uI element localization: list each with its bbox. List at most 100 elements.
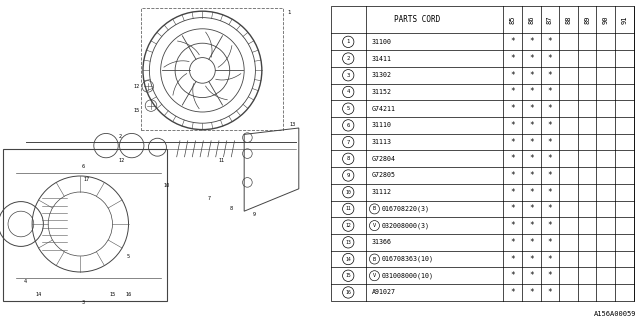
Text: 15: 15: [109, 292, 116, 297]
Text: *: *: [548, 204, 552, 213]
Text: 31112: 31112: [371, 189, 392, 195]
Text: *: *: [511, 87, 515, 96]
Text: *: *: [529, 54, 534, 63]
Text: *: *: [548, 288, 552, 297]
Text: 7: 7: [207, 196, 211, 201]
Text: *: *: [511, 188, 515, 197]
Text: 8: 8: [230, 205, 233, 211]
Text: B: B: [373, 206, 376, 212]
Text: G72805: G72805: [371, 172, 396, 179]
Text: *: *: [548, 154, 552, 163]
Text: 31366: 31366: [371, 239, 392, 245]
Text: PARTS CORD: PARTS CORD: [394, 15, 440, 24]
Text: 016708363(10): 016708363(10): [382, 256, 434, 262]
Text: 31411: 31411: [371, 56, 392, 61]
Text: 2: 2: [119, 134, 122, 139]
Text: G74211: G74211: [371, 106, 396, 112]
Text: *: *: [548, 188, 552, 197]
Text: 90: 90: [603, 16, 609, 24]
Text: *: *: [511, 138, 515, 147]
Text: 87: 87: [547, 16, 553, 24]
Text: 31113: 31113: [371, 139, 392, 145]
Text: 85: 85: [509, 16, 516, 24]
Text: 11: 11: [218, 157, 225, 163]
Text: *: *: [529, 271, 534, 280]
Text: *: *: [529, 204, 534, 213]
Text: *: *: [529, 71, 534, 80]
Text: 89: 89: [584, 16, 590, 24]
Text: G72804: G72804: [371, 156, 396, 162]
Text: *: *: [529, 37, 534, 46]
Text: *: *: [529, 171, 534, 180]
Text: 10: 10: [164, 183, 170, 188]
Text: 91: 91: [621, 16, 627, 24]
Text: 6: 6: [347, 123, 350, 128]
Text: 4: 4: [24, 279, 28, 284]
Text: *: *: [548, 138, 552, 147]
Text: 1: 1: [287, 10, 291, 15]
Text: *: *: [511, 171, 515, 180]
Text: *: *: [548, 254, 552, 264]
Text: 13: 13: [289, 122, 296, 127]
Text: 14: 14: [35, 292, 42, 297]
Text: 10: 10: [346, 190, 351, 195]
Text: 2: 2: [347, 56, 350, 61]
Text: V: V: [373, 223, 376, 228]
Text: A91027: A91027: [371, 290, 396, 295]
Text: 016708220(3): 016708220(3): [382, 206, 430, 212]
Text: *: *: [548, 271, 552, 280]
Text: V: V: [373, 273, 376, 278]
Text: 6: 6: [82, 164, 85, 169]
Text: A156A00059: A156A00059: [595, 311, 637, 317]
Text: *: *: [548, 54, 552, 63]
Text: *: *: [529, 104, 534, 113]
Text: 9: 9: [347, 173, 350, 178]
Text: *: *: [511, 254, 515, 264]
Text: 13: 13: [346, 240, 351, 245]
Text: 5: 5: [347, 106, 350, 111]
Text: 17: 17: [84, 177, 90, 182]
Text: *: *: [529, 87, 534, 96]
Text: 31302: 31302: [371, 72, 392, 78]
Text: 3: 3: [347, 73, 350, 78]
Text: 8: 8: [347, 156, 350, 161]
Text: 7: 7: [347, 140, 350, 145]
Text: *: *: [548, 221, 552, 230]
Text: *: *: [548, 37, 552, 46]
Text: 16: 16: [346, 290, 351, 295]
Text: 3: 3: [82, 300, 85, 305]
Text: 12: 12: [346, 223, 351, 228]
Text: 1: 1: [347, 39, 350, 44]
Text: 88: 88: [566, 16, 572, 24]
Text: *: *: [548, 104, 552, 113]
Text: 12: 12: [119, 157, 125, 163]
Text: *: *: [511, 71, 515, 80]
Text: 031008000(10): 031008000(10): [382, 273, 434, 279]
Text: 5: 5: [127, 253, 130, 259]
Text: *: *: [548, 171, 552, 180]
Text: *: *: [529, 154, 534, 163]
Text: *: *: [511, 204, 515, 213]
Text: 9: 9: [252, 212, 255, 217]
Text: 12: 12: [134, 84, 140, 89]
Text: *: *: [529, 238, 534, 247]
Text: *: *: [529, 221, 534, 230]
Text: 4: 4: [347, 90, 350, 94]
Text: *: *: [529, 254, 534, 264]
Text: *: *: [511, 221, 515, 230]
Text: *: *: [548, 121, 552, 130]
Text: 86: 86: [529, 16, 534, 24]
Text: *: *: [548, 238, 552, 247]
Text: 15: 15: [346, 273, 351, 278]
Text: *: *: [511, 288, 515, 297]
Text: 11: 11: [346, 206, 351, 212]
Text: *: *: [548, 71, 552, 80]
Text: *: *: [511, 37, 515, 46]
Text: *: *: [511, 104, 515, 113]
Text: 16: 16: [125, 292, 132, 297]
Text: 31152: 31152: [371, 89, 392, 95]
Text: 032008000(3): 032008000(3): [382, 222, 430, 229]
Text: *: *: [529, 121, 534, 130]
Text: *: *: [529, 138, 534, 147]
Text: 14: 14: [346, 257, 351, 261]
